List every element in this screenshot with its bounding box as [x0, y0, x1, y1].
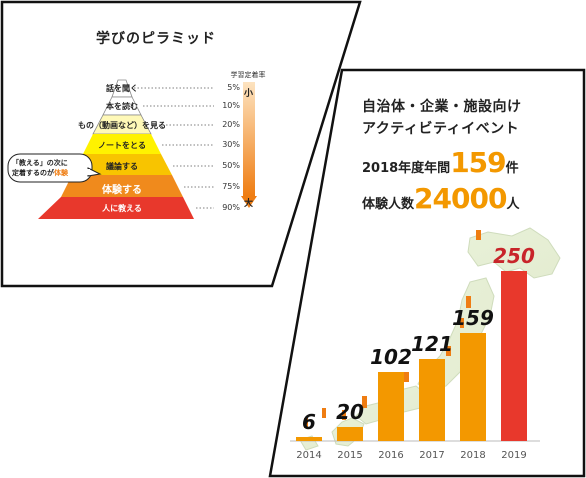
pyramid-percent-7: 90%	[222, 203, 240, 212]
bar-value-2015: 20	[336, 400, 364, 425]
bar-value-2018: 159	[452, 305, 494, 330]
year-label-2014: 2014	[296, 450, 322, 461]
stats-title: 自治体・企業・施設向け アクティビティイベント	[362, 96, 522, 140]
pyramid-level-5	[72, 154, 172, 175]
bar-2017	[419, 358, 445, 441]
pyramid-label-3: もの（動画など）を見る	[78, 121, 166, 130]
rate-big-label: 大	[244, 199, 254, 209]
year-label-2018: 2018	[460, 450, 486, 461]
pyramid-percent-4: 30%	[222, 140, 240, 149]
callout-line-2-prefix: 定着するのが	[12, 169, 54, 177]
pyramid-label-6: 体験する	[102, 185, 142, 196]
events-suffix: 件	[505, 161, 519, 176]
events-prefix: 2018年度年間	[362, 161, 451, 176]
bar-2014	[296, 436, 322, 441]
pyramid-label-1: 話を聞く	[106, 84, 138, 93]
pyramid-label-7: 人に教える	[102, 204, 142, 213]
bar-2018	[460, 332, 486, 441]
stats-title-line-2: アクティビティイベント	[362, 121, 520, 137]
year-label-2019: 2019	[501, 450, 527, 461]
leader-lines	[134, 87, 214, 209]
bar-2019	[501, 271, 527, 441]
year-label-2015: 2015	[337, 450, 363, 461]
pyramid-label-4: ノートをとる	[98, 141, 146, 150]
callout-highlight: 体験	[54, 169, 68, 177]
events-stat: 2018年度年間159件	[362, 146, 519, 179]
pyramid-label-5: 議論する	[106, 162, 138, 171]
callout-line-1: 「教える」の次に	[12, 159, 68, 167]
pyramid-level-7	[38, 197, 194, 219]
bar-value-2019: 250	[493, 244, 535, 268]
pyramid-percent-2: 10%	[222, 101, 240, 110]
bar-2015	[337, 427, 363, 441]
pyramid-level-4	[83, 134, 161, 154]
people-prefix: 体験人数	[362, 197, 415, 212]
year-label-2017: 2017	[419, 450, 445, 461]
bar-value-2016: 102	[370, 344, 412, 369]
events-value: 159	[450, 146, 506, 179]
rate-gradient-bar	[243, 82, 255, 196]
stats-title-line-1: 自治体・企業・施設向け	[362, 99, 522, 115]
callout-bubble	[7, 153, 102, 183]
pyramid-label-2: 本を読む	[106, 102, 138, 111]
people-stat: 体験人数24000人	[362, 182, 519, 215]
people-value: 24000	[414, 182, 507, 215]
bar-value-2014: 6	[302, 409, 316, 434]
rate-header: 学習定着率	[230, 71, 266, 79]
pyramid	[38, 79, 194, 219]
bar-2016	[378, 371, 404, 441]
bar-value-2017: 121	[411, 331, 453, 356]
pyramid-title: 学びのピラミッド	[96, 31, 216, 47]
pyramid-percent-6: 75%	[222, 182, 240, 191]
pyramid-level-6	[61, 175, 183, 197]
pyramid-percent-3: 20%	[222, 120, 240, 129]
callout-line-2: 定着するのが体験	[12, 168, 90, 178]
rate-arrow-icon	[241, 196, 257, 208]
pyramid-percent-5: 50%	[222, 161, 240, 170]
pyramid-percent-1: 5%	[227, 83, 240, 92]
year-label-2016: 2016	[378, 450, 404, 461]
callout-text: 「教える」の次に 定着するのが体験	[12, 158, 90, 178]
people-suffix: 人	[506, 197, 520, 212]
rate-small-label: 小	[244, 89, 254, 99]
